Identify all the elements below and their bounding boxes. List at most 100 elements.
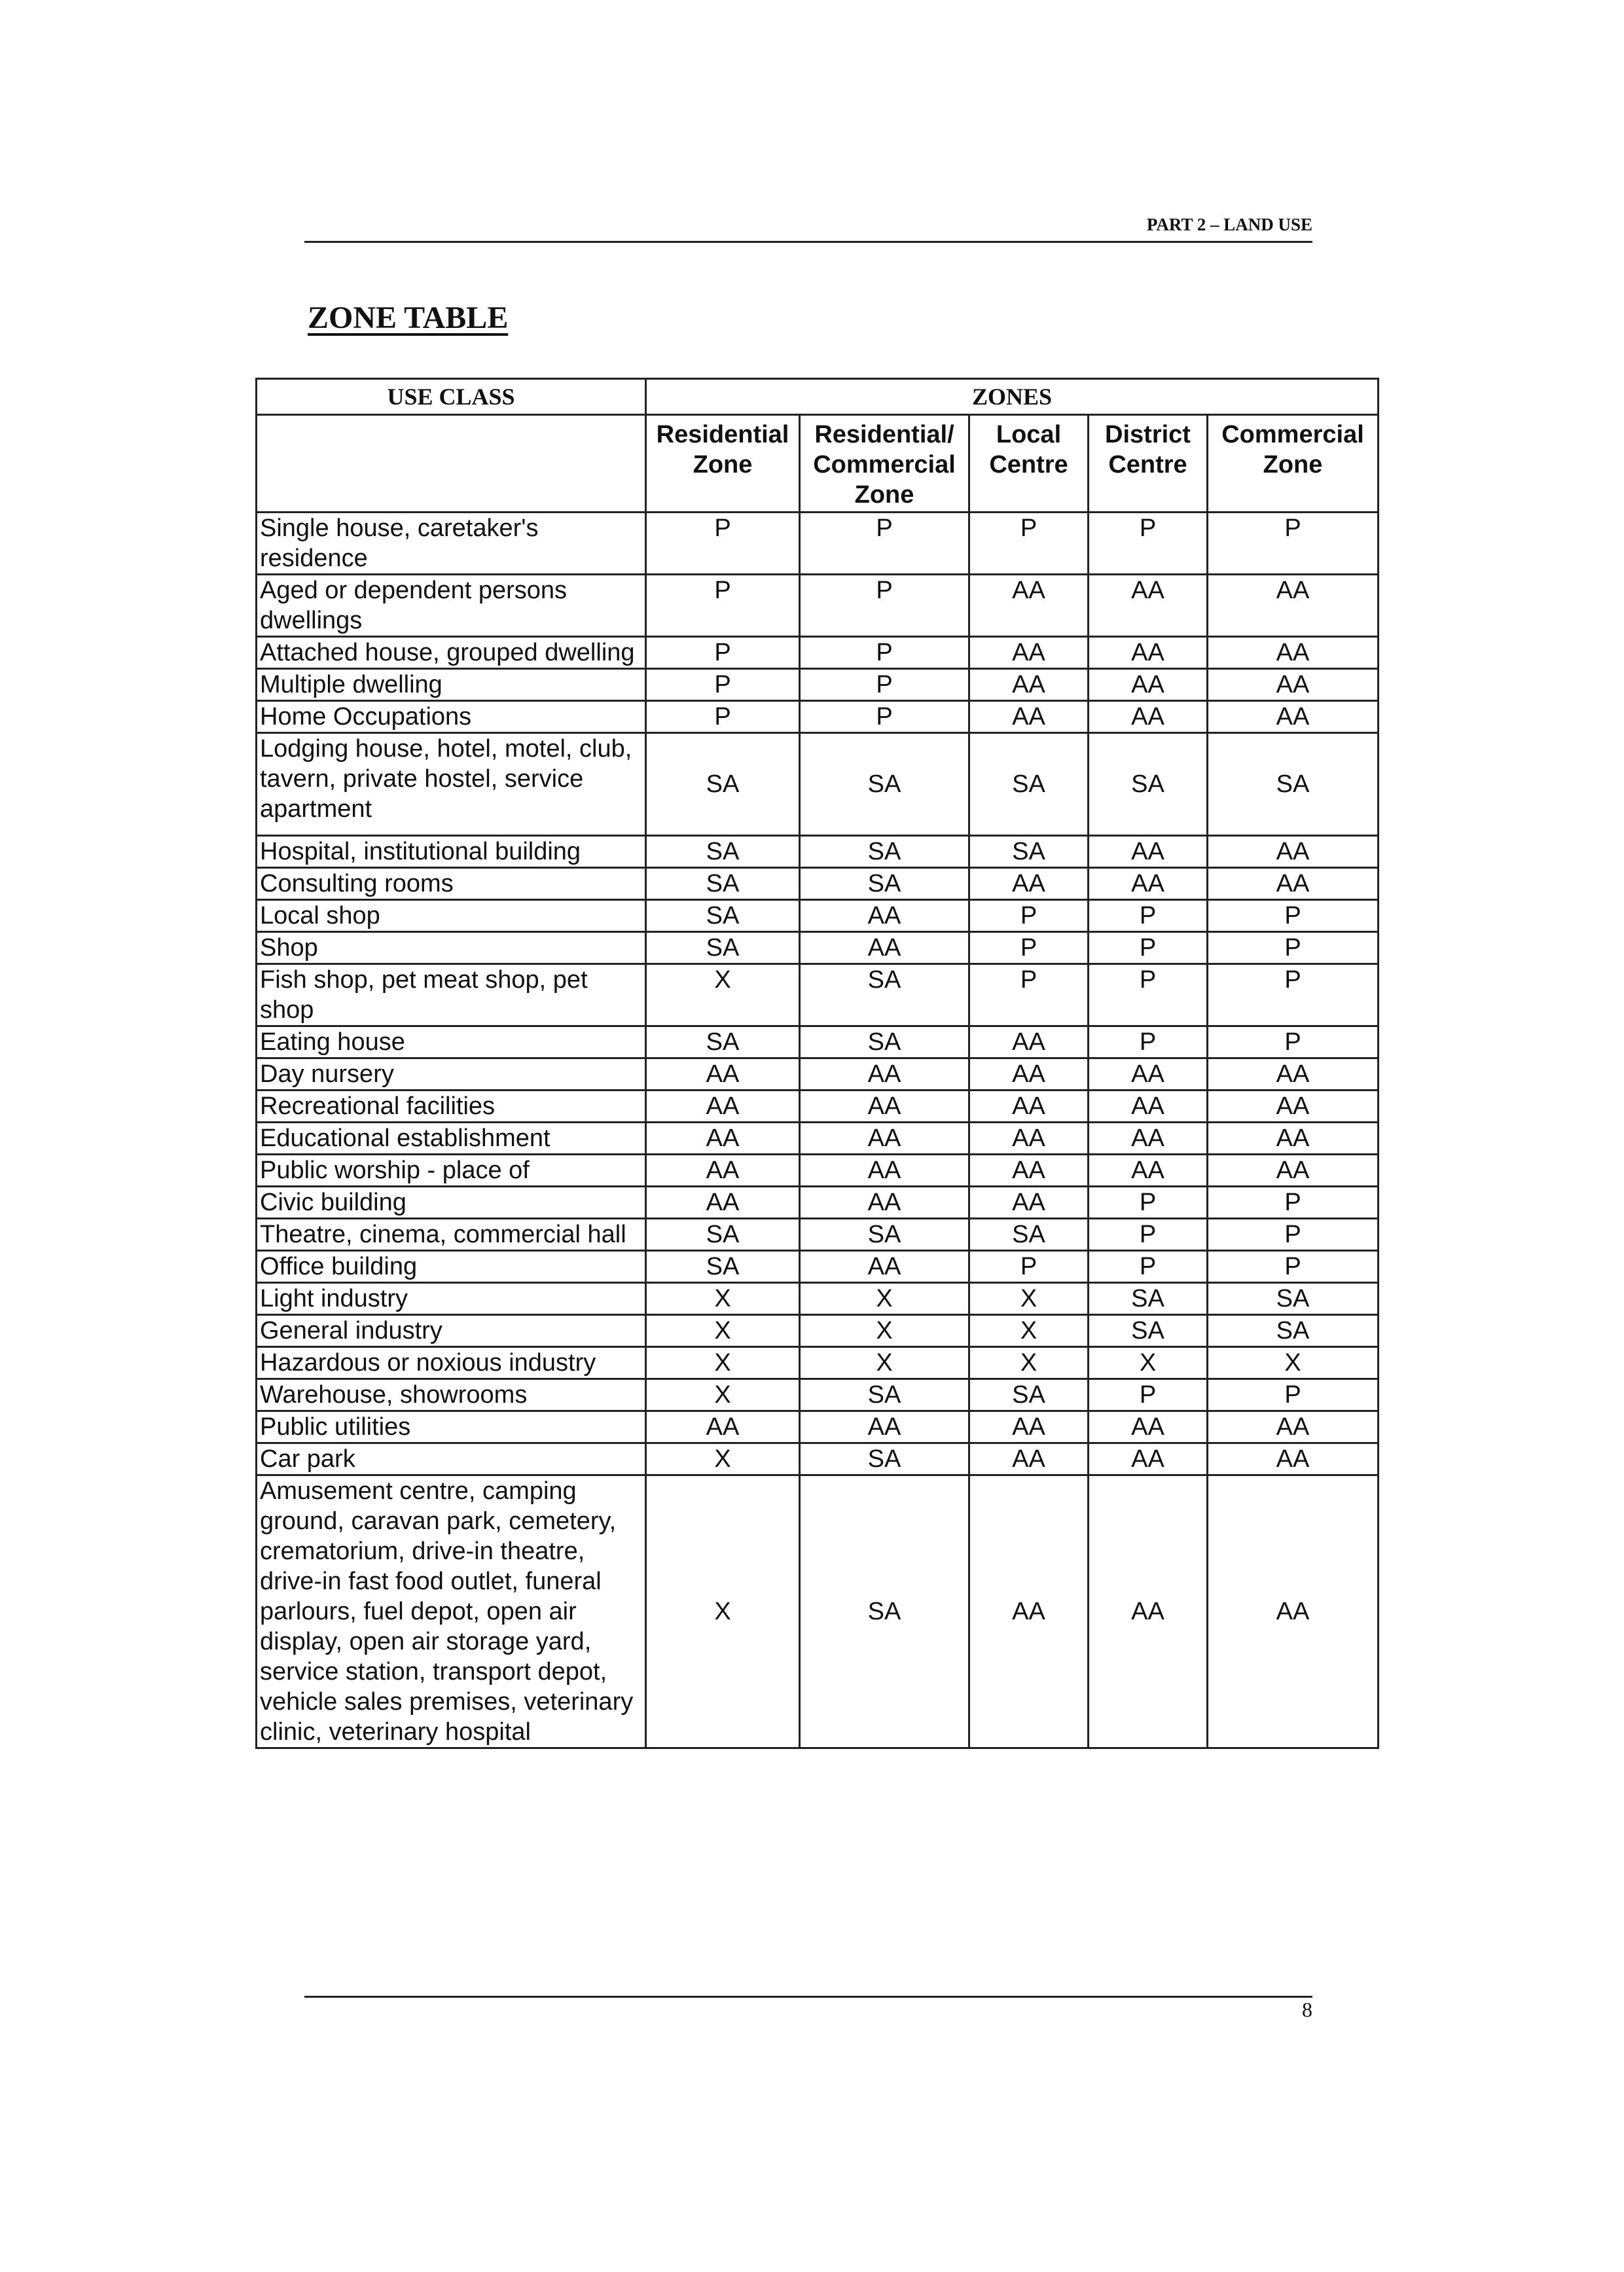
zone-value-cell: AA [1087, 1153, 1208, 1187]
zone-value-cell: AA [1206, 700, 1379, 734]
zone-column-header: District Centre [1087, 414, 1208, 513]
zone-value-cell: SA [799, 732, 970, 837]
zone-value-cell: AA [968, 636, 1089, 670]
table-row: Local shop SA AA P P P [255, 899, 1379, 933]
table-row: Single house, caretaker's residence P P P P P [255, 511, 1379, 575]
use-class-cell: Hospital, institutional building [255, 835, 647, 869]
use-class-cell: Aged or dependent persons dwellings [255, 573, 647, 638]
table-row: Theatre, cinema, commercial hall SA SA SA P P [255, 1217, 1379, 1252]
zone-value-cell: AA [968, 700, 1089, 734]
zone-value-cell: SA [799, 1442, 970, 1476]
zone-value-cell: AA [1087, 835, 1208, 869]
zone-value-cell: P [1206, 963, 1379, 1027]
blank-header-cell [255, 414, 647, 513]
zone-value-cell: SA [968, 1217, 1089, 1252]
zone-value-cell: AA [645, 1057, 801, 1091]
zone-value-cell: AA [968, 1057, 1089, 1091]
zone-value-cell: P [1206, 511, 1379, 575]
zone-value-cell: AA [968, 1185, 1089, 1219]
zone-value-cell: AA [968, 1121, 1089, 1155]
zone-value-cell: P [1206, 1185, 1379, 1219]
use-class-cell: Lodging house, hotel, motel, club, taver… [255, 732, 647, 837]
zone-value-cell: AA [799, 1057, 970, 1091]
zone-value-cell: AA [1206, 1410, 1379, 1444]
zone-value-cell: AA [1206, 1153, 1379, 1187]
table-row: General industry X X X SA SA [255, 1314, 1379, 1348]
header-rule [304, 241, 1312, 243]
zone-value-cell: X [645, 1442, 801, 1476]
zone-value-cell: SA [1087, 732, 1208, 837]
zone-value-cell: SA [799, 1378, 970, 1412]
zone-value-cell: P [645, 668, 801, 702]
zone-value-cell: P [1087, 511, 1208, 575]
zone-value-cell: P [799, 668, 970, 702]
zone-value-cell: SA [1087, 1314, 1208, 1348]
zone-value-cell: AA [1087, 668, 1208, 702]
zone-value-cell: P [1087, 963, 1208, 1027]
zone-value-cell: AA [968, 668, 1089, 702]
use-class-cell: Public worship - place of [255, 1153, 647, 1187]
zone-value-cell: SA [645, 867, 801, 901]
zone-value-cell: P [968, 1250, 1089, 1284]
zone-value-cell: X [645, 1282, 801, 1316]
zones-header: ZONES [645, 378, 1379, 416]
zone-column-header: Residential Zone [645, 414, 801, 513]
table-row: Home Occupations P P AA AA AA [255, 700, 1379, 734]
zone-value-cell: SA [1087, 1282, 1208, 1316]
zone-value-cell: X [645, 963, 801, 1027]
table-row: Day nursery AA AA AA AA AA [255, 1057, 1379, 1091]
running-head: PART 2 – LAND USE [1146, 215, 1312, 234]
zone-value-cell: X [645, 1314, 801, 1348]
zone-value-cell: SA [1206, 1282, 1379, 1316]
zone-value-cell: X [968, 1346, 1089, 1380]
use-class-cell: Amusement centre, camping ground, carava… [255, 1474, 647, 1749]
zone-value-cell: P [645, 573, 801, 638]
use-class-cell: Fish shop, pet meat shop, pet shop [255, 963, 647, 1027]
table-row: Attached house, grouped dwelling P P AA AA AA [255, 636, 1379, 670]
table-row: Amusement centre, camping ground, carava… [255, 1474, 1379, 1749]
zone-value-cell: AA [799, 1089, 970, 1123]
zone-value-cell: P [1206, 1217, 1379, 1252]
zone-value-cell: AA [1087, 636, 1208, 670]
zone-value-cell: SA [645, 1025, 801, 1059]
table-row: Recreational facilities AA AA AA AA AA [255, 1089, 1379, 1123]
zone-value-cell: P [1206, 899, 1379, 933]
zone-value-cell: AA [1087, 1474, 1208, 1749]
use-class-cell: Office building [255, 1250, 647, 1284]
zone-value-cell: AA [799, 1153, 970, 1187]
use-class-header: USE CLASS [255, 378, 647, 416]
zone-value-cell: AA [1087, 1089, 1208, 1123]
zone-value-cell: AA [1206, 867, 1379, 901]
zone-value-cell: AA [799, 931, 970, 965]
zone-value-cell: AA [799, 1250, 970, 1284]
table-row: Aged or dependent persons dwellings P P AA A… [255, 573, 1379, 638]
zone-value-cell: AA [968, 1153, 1089, 1187]
zone-value-cell: SA [799, 835, 970, 869]
zone-value-cell: P [968, 931, 1089, 965]
use-class-cell: Local shop [255, 899, 647, 933]
zone-value-cell: P [968, 511, 1089, 575]
zone-value-cell: X [968, 1282, 1089, 1316]
zone-value-cell: AA [645, 1410, 801, 1444]
footer-rule [304, 1996, 1312, 1998]
table-row: Multiple dwelling P P AA AA AA [255, 668, 1379, 702]
zone-value-cell: SA [799, 963, 970, 1027]
zone-value-cell: AA [645, 1153, 801, 1187]
zone-value-cell: P [645, 636, 801, 670]
zone-value-cell: AA [1206, 668, 1379, 702]
zone-value-cell: X [645, 1474, 801, 1749]
zone-value-cell: P [1087, 1185, 1208, 1219]
table-row: Fish shop, pet meat shop, pet shop X SA P P P [255, 963, 1379, 1027]
table-row: Consulting rooms SA SA AA AA AA [255, 867, 1379, 901]
use-class-cell: Theatre, cinema, commercial hall [255, 1217, 647, 1252]
zone-value-cell: X [799, 1346, 970, 1380]
use-class-cell: General industry [255, 1314, 647, 1348]
use-class-cell: Single house, caretaker's residence [255, 511, 647, 575]
zone-value-cell: SA [645, 835, 801, 869]
zone-value-cell: AA [799, 1410, 970, 1444]
zone-value-cell: SA [645, 732, 801, 837]
zone-value-cell: AA [799, 1185, 970, 1219]
zone-value-cell: X [968, 1314, 1089, 1348]
table-row: Warehouse, showrooms X SA SA P P [255, 1378, 1379, 1412]
table-row: Lodging house, hotel, motel, club, taver… [255, 732, 1379, 837]
